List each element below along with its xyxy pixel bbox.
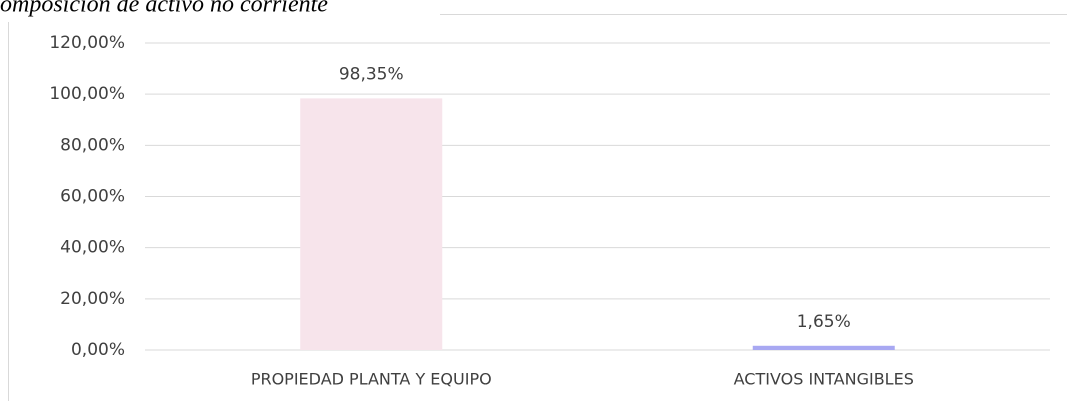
data-label: 98,35% [339,64,404,84]
y-tick-label: 100,00% [49,84,125,104]
x-tick-label: ACTIVOS INTANGIBLES [734,370,914,389]
x-tick-label: PROPIEDAD PLANTA Y EQUIPO [251,370,492,389]
y-tick-label: 20,00% [60,289,125,309]
y-tick-label: 120,00% [49,33,125,53]
y-tick-label: 40,00% [60,238,125,258]
chart-title: omposición de activo no corriente [0,0,328,18]
bar [300,98,442,350]
y-tick-label: 0,00% [71,340,125,360]
data-label: 1,65% [797,312,851,332]
bar [753,346,895,350]
chart-frame [9,15,1067,402]
y-tick-label: 60,00% [60,187,125,207]
y-tick-label: 80,00% [60,135,125,155]
